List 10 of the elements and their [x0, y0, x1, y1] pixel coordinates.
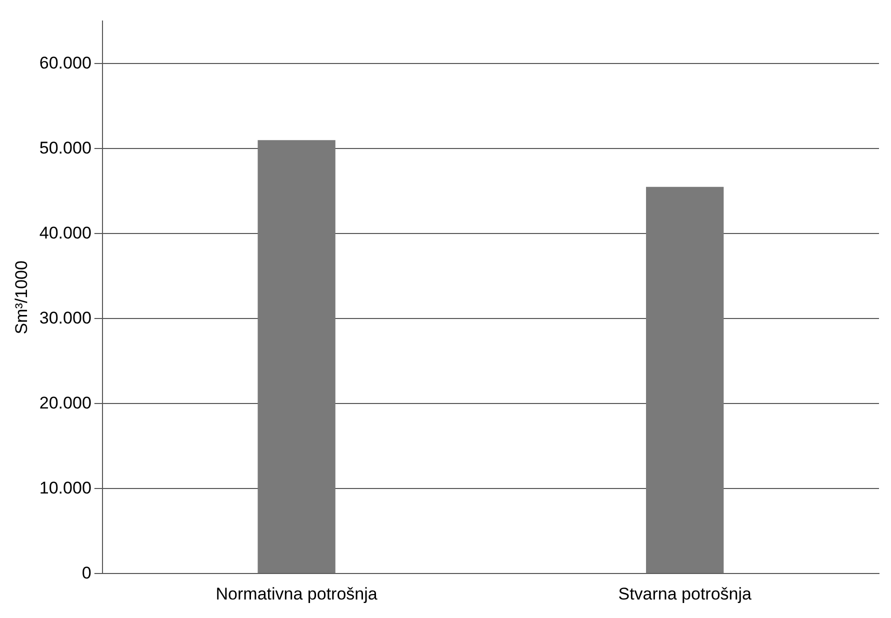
x-tick-label: Stvarna potrošnja: [618, 584, 752, 604]
y-tick-label: 50.000: [39, 138, 92, 158]
y-tick-label: 30.000: [39, 308, 92, 328]
y-tick-label: 0: [82, 563, 92, 582]
y-tick-label: 10.000: [39, 478, 92, 498]
y-tick-label: 60.000: [39, 53, 92, 72]
x-tick-label: Normativna potrošnja: [216, 584, 378, 604]
y-tick-label: 40.000: [39, 223, 92, 242]
y-tick-label: 20.000: [39, 393, 92, 412]
y-axis-title: Sm³/1000: [12, 260, 31, 334]
